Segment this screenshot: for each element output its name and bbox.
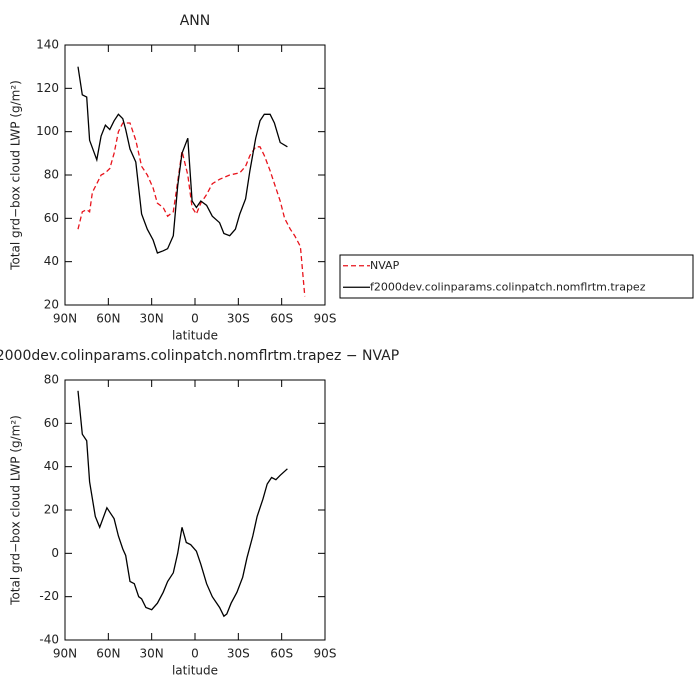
data-line xyxy=(77,390,288,618)
x-tick-label: 30N xyxy=(140,647,164,661)
x-tick-label: 30S xyxy=(227,647,250,661)
y-tick-label: 120 xyxy=(36,81,59,95)
y-axis-label: Total grd−box cloud LWP (g/m²) xyxy=(9,80,23,271)
y-tick-label: 40 xyxy=(44,254,59,268)
chart-title: ANN xyxy=(180,13,211,29)
x-tick-label: 60N xyxy=(96,647,120,661)
x-tick-label: 30S xyxy=(227,312,250,326)
legend-label: f2000dev.colinparams.colinpatch.nomflrtm… xyxy=(370,280,646,293)
y-tick-label: 100 xyxy=(36,124,59,138)
data-line xyxy=(77,122,306,297)
y-tick-label: 60 xyxy=(44,416,59,430)
y-tick-label: 20 xyxy=(44,503,59,517)
plot-frame xyxy=(64,44,326,306)
y-tick-label: 80 xyxy=(44,168,59,182)
x-tick-label: 0 xyxy=(191,647,199,661)
y-tick-label: 140 xyxy=(36,38,59,52)
y-tick-label: 80 xyxy=(44,373,59,387)
legend-box xyxy=(339,254,694,299)
y-tick-label: -20 xyxy=(39,589,59,603)
x-tick-label: 90S xyxy=(314,647,337,661)
chart-title: f2000dev.colinparams.colinpatch.nomflrtm… xyxy=(0,348,399,364)
x-tick-label: 60S xyxy=(270,647,293,661)
x-tick-label: 90N xyxy=(53,312,77,326)
x-axis-label: latitude xyxy=(172,664,218,678)
x-tick-label: 0 xyxy=(191,312,199,326)
y-tick-label: 20 xyxy=(44,298,59,312)
y-tick-label: 0 xyxy=(51,546,59,560)
y-axis-label: Total grd−box cloud LWP (g/m²) xyxy=(9,415,23,606)
y-tick-label: 40 xyxy=(44,459,59,473)
x-tick-label: 60N xyxy=(96,312,120,326)
y-tick-label: 60 xyxy=(44,211,59,225)
plot-frame xyxy=(64,379,326,641)
x-tick-label: 90N xyxy=(53,647,77,661)
legend-label: NVAP xyxy=(370,259,400,272)
x-tick-label: 90S xyxy=(314,312,337,326)
x-tick-label: 30N xyxy=(140,312,164,326)
y-tick-label: -40 xyxy=(39,633,59,647)
x-tick-label: 60S xyxy=(270,312,293,326)
data-line xyxy=(77,66,288,254)
x-axis-label: latitude xyxy=(172,329,218,343)
